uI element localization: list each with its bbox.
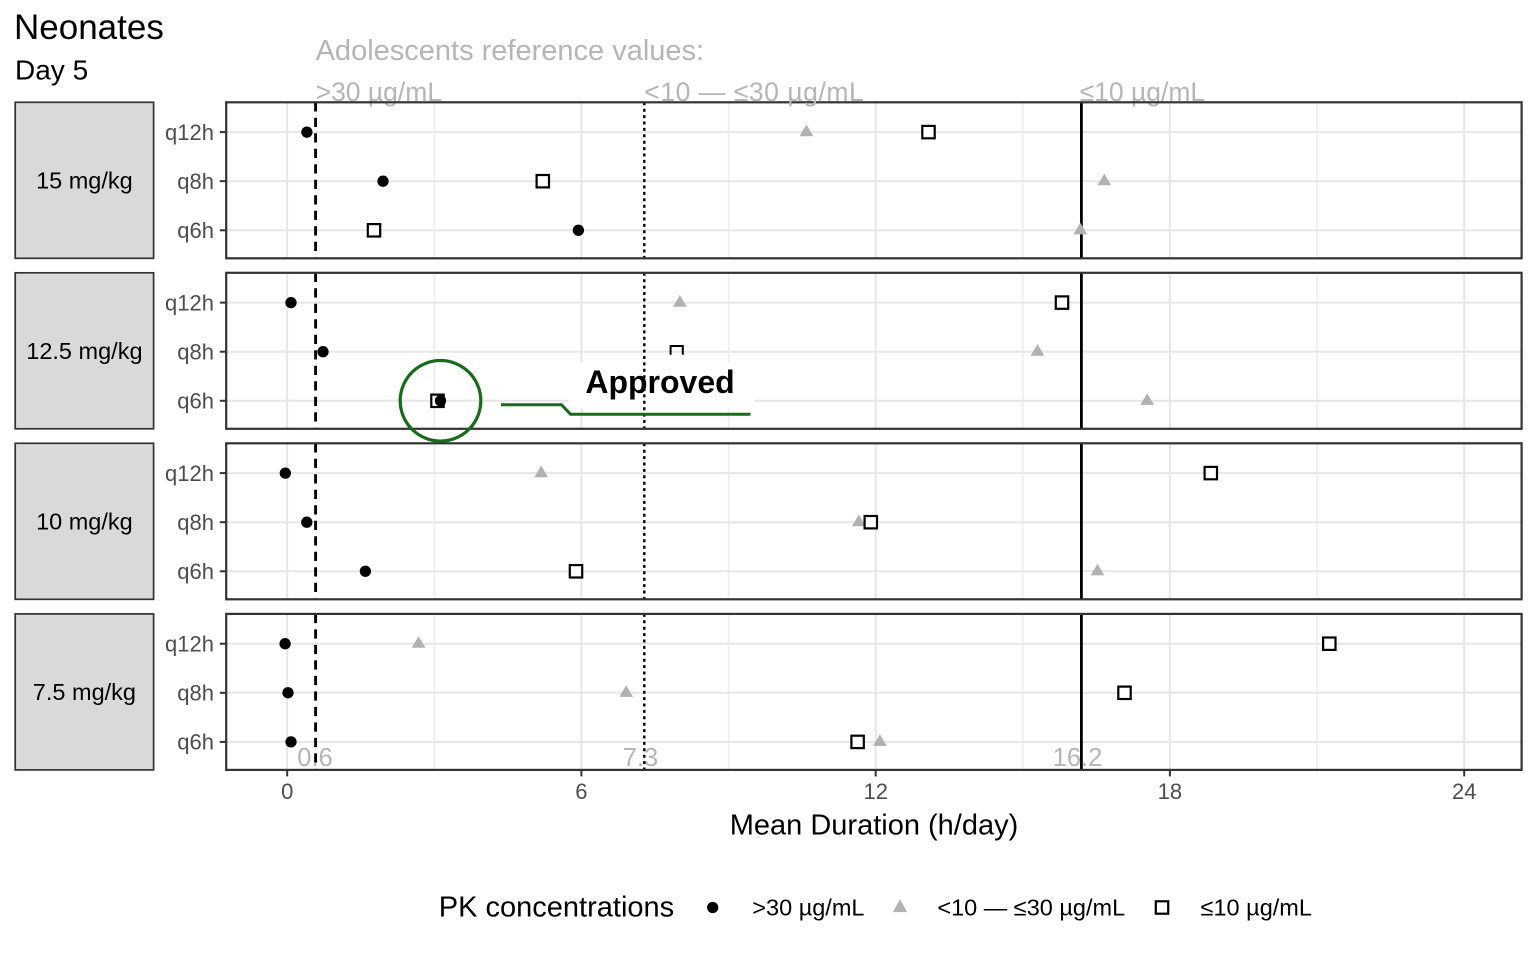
svg-text:q12h: q12h bbox=[165, 631, 214, 656]
svg-text:q12h: q12h bbox=[165, 290, 214, 315]
svg-text:q8h: q8h bbox=[177, 510, 214, 535]
svg-text:≤10 µg/mL: ≤10 µg/mL bbox=[1201, 895, 1312, 921]
svg-text:q6h: q6h bbox=[177, 730, 214, 755]
svg-text:24: 24 bbox=[1452, 779, 1476, 804]
svg-text:q12h: q12h bbox=[165, 461, 214, 486]
svg-text:7.3: 7.3 bbox=[623, 744, 658, 772]
svg-text:15 mg/kg: 15 mg/kg bbox=[36, 168, 133, 194]
svg-text:Mean Duration (h/day): Mean Duration (h/day) bbox=[730, 810, 1019, 842]
svg-text:18: 18 bbox=[1158, 779, 1182, 804]
svg-text:16.2: 16.2 bbox=[1053, 744, 1103, 772]
svg-text:q8h: q8h bbox=[177, 169, 214, 194]
svg-text:Approved: Approved bbox=[585, 364, 734, 400]
svg-text:Neonates: Neonates bbox=[14, 8, 164, 47]
svg-text:10 mg/kg: 10 mg/kg bbox=[36, 509, 133, 535]
svg-text:q6h: q6h bbox=[177, 559, 214, 584]
svg-text:q6h: q6h bbox=[177, 389, 214, 414]
svg-text:<10 — ≤30 µg/mL: <10 — ≤30 µg/mL bbox=[644, 77, 864, 107]
svg-text:Day 5: Day 5 bbox=[15, 55, 88, 86]
svg-text:q12h: q12h bbox=[165, 120, 214, 145]
svg-text:6: 6 bbox=[575, 779, 587, 804]
svg-text:12.5 mg/kg: 12.5 mg/kg bbox=[26, 338, 142, 364]
svg-text:12: 12 bbox=[863, 779, 887, 804]
svg-text:q6h: q6h bbox=[177, 218, 214, 243]
svg-text:7.5 mg/kg: 7.5 mg/kg bbox=[33, 679, 136, 705]
svg-text:0: 0 bbox=[281, 779, 293, 804]
svg-text:Adolescents reference values:: Adolescents reference values: bbox=[316, 35, 704, 67]
svg-text:<10 — ≤30 µg/mL: <10 — ≤30 µg/mL bbox=[937, 895, 1125, 921]
svg-text:PK concentrations: PK concentrations bbox=[439, 892, 674, 924]
svg-text:q8h: q8h bbox=[177, 681, 214, 706]
svg-text:q8h: q8h bbox=[177, 339, 214, 364]
svg-text:>30 µg/mL: >30 µg/mL bbox=[752, 895, 864, 921]
